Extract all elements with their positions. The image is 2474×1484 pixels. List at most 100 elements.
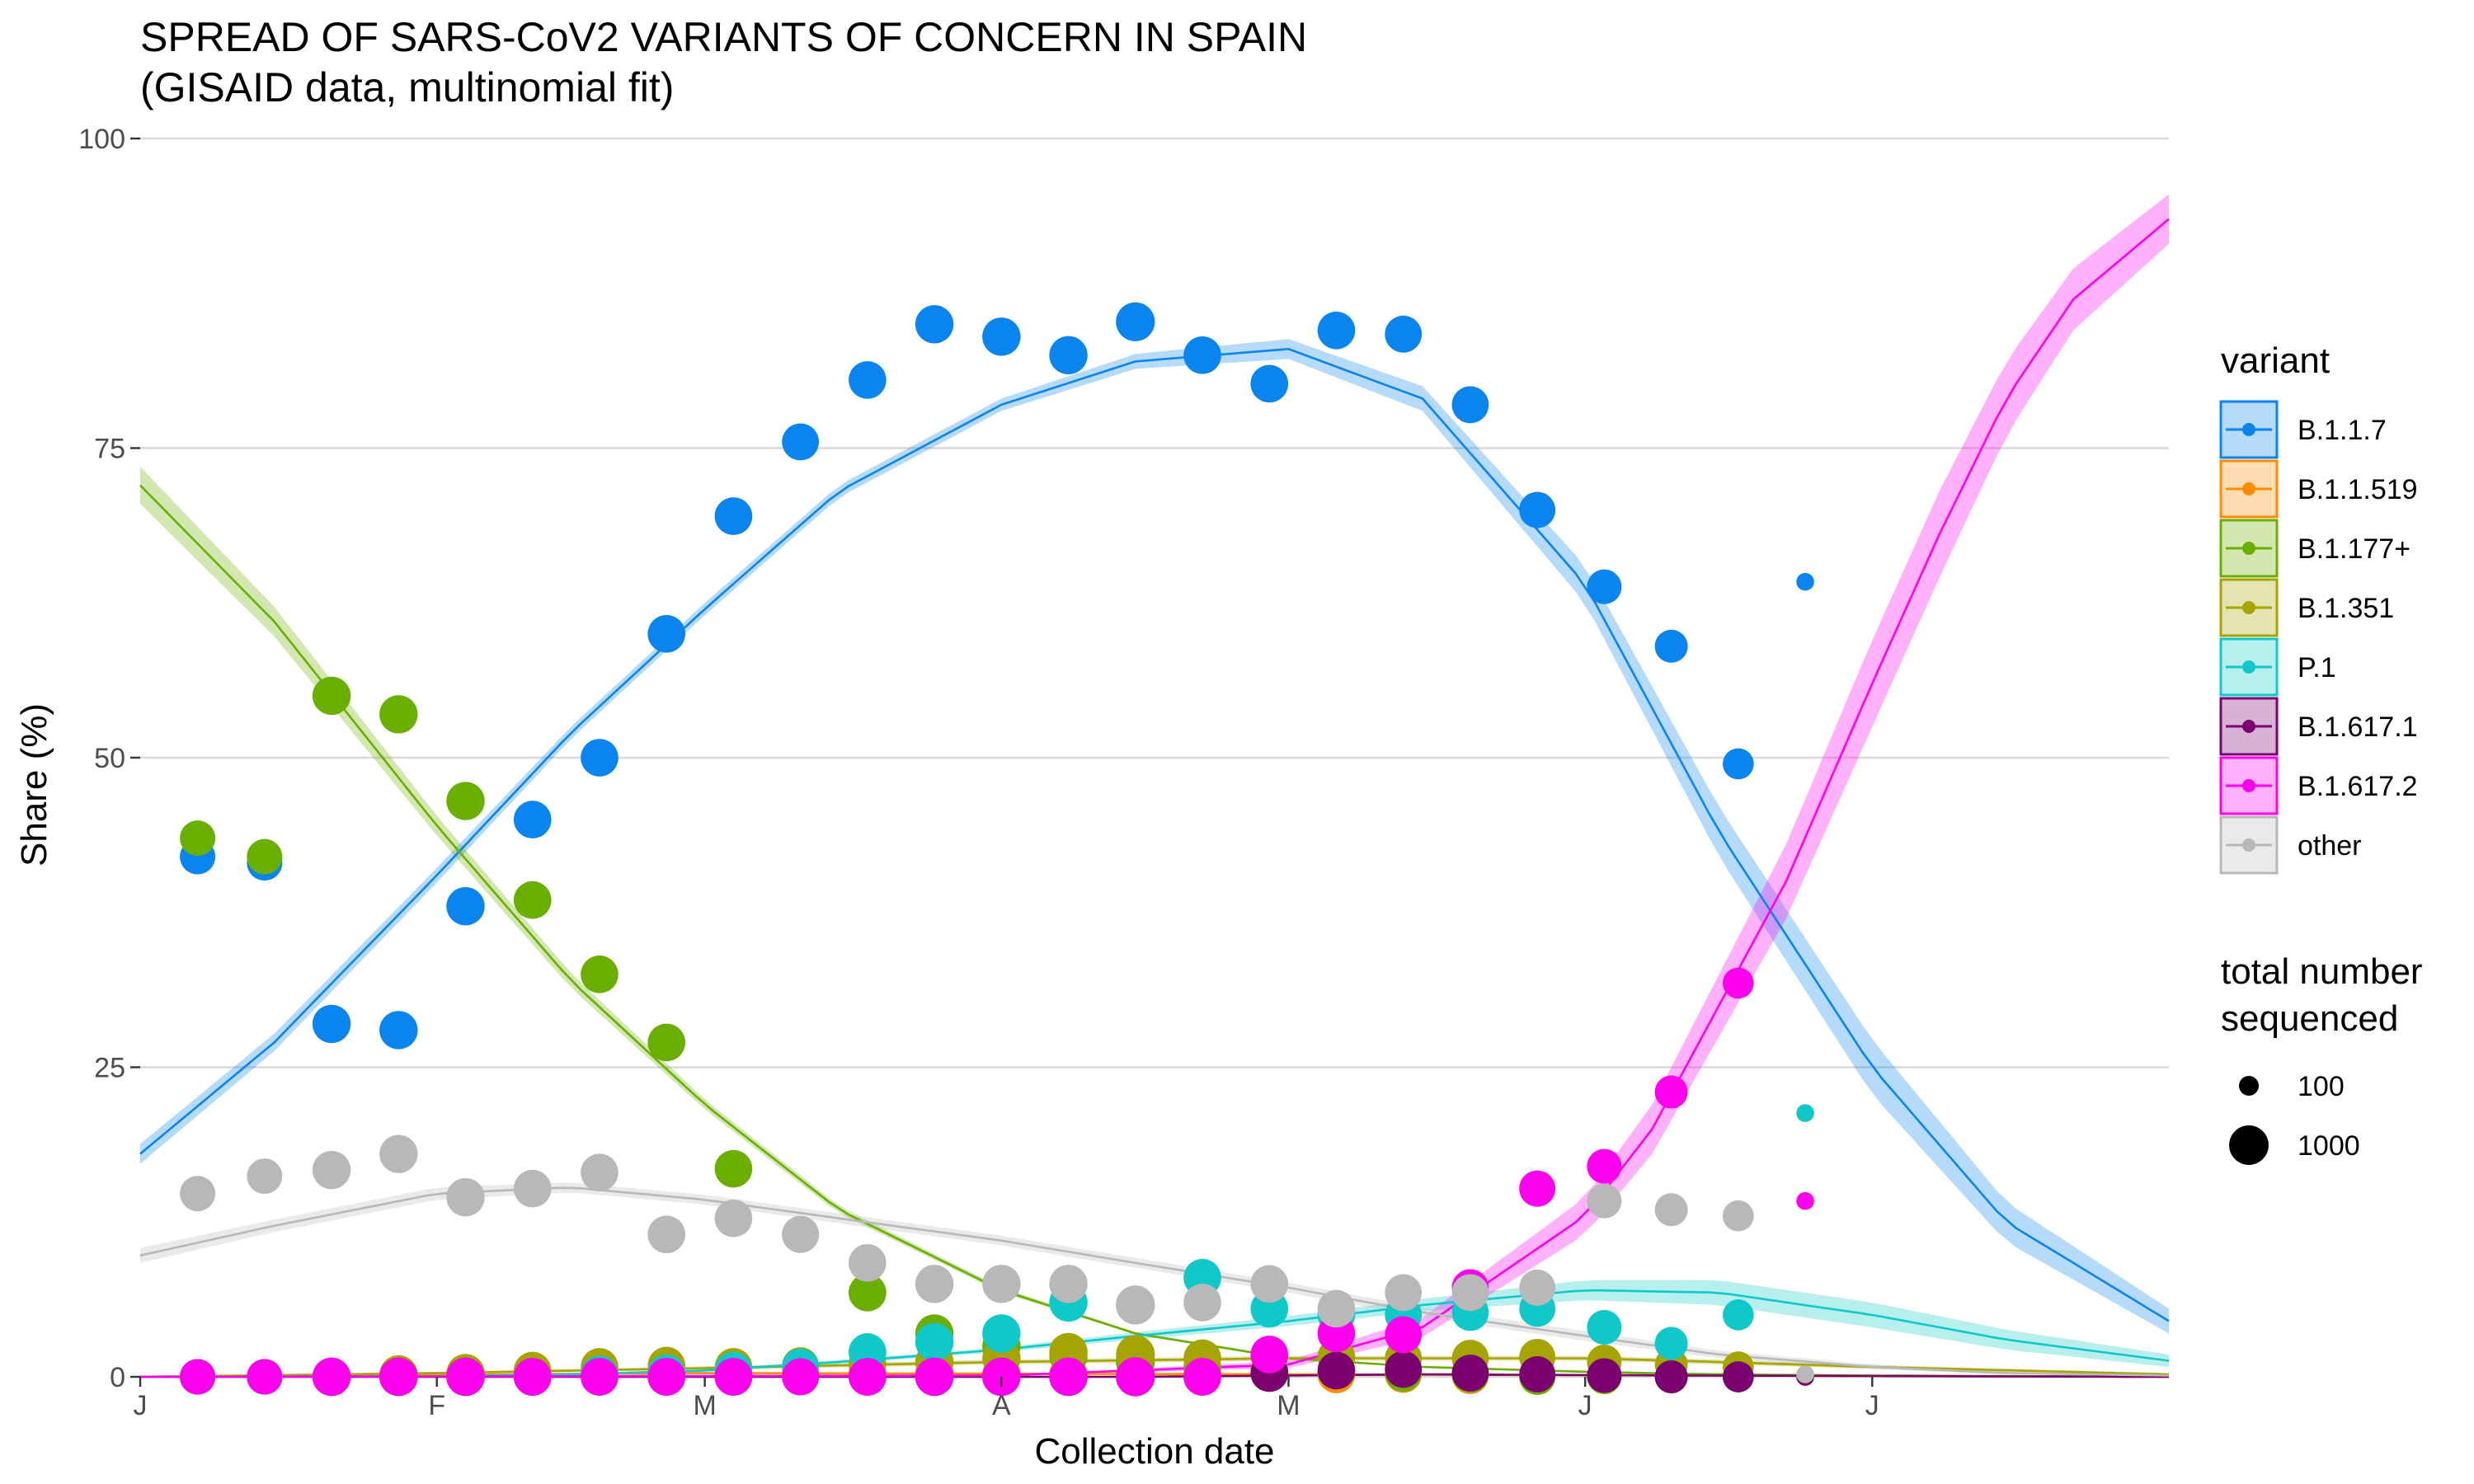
- point-other: [1654, 1193, 1688, 1227]
- point-B.1.617.1: [1722, 1361, 1754, 1392]
- legend-label-other: other: [2298, 830, 2362, 862]
- x-tick-label: M: [693, 1390, 716, 1421]
- point-other: [1317, 1289, 1356, 1328]
- legend-label-B.1.177+: B.1.177+: [2298, 533, 2411, 565]
- point-B.1.617.1: [1385, 1350, 1423, 1388]
- point-other: [1519, 1269, 1556, 1306]
- point-B.1.1.7: [915, 305, 954, 344]
- point-other: [1796, 1365, 1814, 1383]
- y-axis-title: Share (%): [14, 703, 54, 866]
- point-other: [581, 1153, 618, 1191]
- point-B.1.1.7: [1317, 312, 1356, 350]
- legend-key-dot-B.1.1.7: [2242, 423, 2255, 436]
- point-B.1.1.7: [1587, 569, 1622, 604]
- point-B.1.617.2: [849, 1358, 887, 1396]
- fit-ribbon-B.1.177+: [140, 467, 2169, 1377]
- size-legend-label: 1000: [2298, 1130, 2360, 1162]
- point-B.1.617.1: [1519, 1356, 1556, 1392]
- legend-label-B.1.1.519: B.1.1.519: [2298, 474, 2418, 505]
- point-B.1.1.7: [1385, 315, 1423, 353]
- fit-ribbons: [140, 194, 2169, 1378]
- point-B.1.617.2: [247, 1359, 283, 1395]
- point-B.1.617.2: [647, 1358, 686, 1396]
- point-B.1.1.7: [982, 317, 1021, 356]
- point-B.1.1.7: [312, 1004, 351, 1044]
- fit-lines: [139, 218, 2170, 1378]
- y-tick-label: 0: [110, 1362, 125, 1393]
- point-B.1.617.2: [180, 1359, 216, 1395]
- point-B.1.617.2: [782, 1358, 820, 1396]
- point-B.1.177+: [581, 956, 618, 993]
- size-legend-dot: [2239, 1076, 2259, 1096]
- point-other: [1385, 1274, 1423, 1312]
- point-B.1.617.2: [1654, 1075, 1688, 1109]
- point-B.1.177+: [647, 1023, 686, 1062]
- point-other: [1722, 1200, 1754, 1232]
- point-B.1.1.7: [581, 739, 618, 777]
- point-other: [1183, 1284, 1221, 1322]
- size-legend-dot: [2229, 1125, 2269, 1165]
- chart-title: SPREAD OF SARS-CoV2 VARIANTS OF CONCERN …: [140, 14, 1307, 60]
- point-B.1.617.1: [1317, 1351, 1356, 1390]
- legend-key-dot-P.1: [2242, 660, 2255, 674]
- axes: 0 25 50 75 100 J F M A M J J: [78, 124, 1879, 1421]
- x-tick-label: A: [992, 1390, 1011, 1421]
- point-B.1.1.7: [849, 361, 887, 399]
- size-legend-label: 100: [2298, 1071, 2345, 1102]
- y-tick-label: 25: [94, 1053, 125, 1084]
- point-B.1.1.7: [1722, 748, 1754, 780]
- legend-key-dot-B.1.351: [2242, 601, 2255, 614]
- point-B.1.1.7: [1049, 336, 1088, 375]
- y-tick-label: 50: [94, 743, 125, 774]
- point-B.1.1.7: [379, 1011, 418, 1050]
- x-tick-label: J: [134, 1390, 148, 1421]
- point-other: [782, 1215, 820, 1253]
- point-B.1.177+: [714, 1149, 753, 1188]
- point-other: [915, 1265, 954, 1303]
- point-B.1.177+: [513, 881, 552, 919]
- point-other: [1451, 1274, 1489, 1312]
- point-B.1.1.7: [1250, 364, 1289, 403]
- fit-line-other: [139, 1186, 2170, 1377]
- fit-line-B.1.1.7: [139, 347, 2170, 1322]
- size-legend-title-line-2: sequenced: [2221, 998, 2398, 1039]
- point-B.1.617.2: [1049, 1357, 1088, 1397]
- point-P.1: [1654, 1327, 1688, 1360]
- point-other: [379, 1134, 418, 1173]
- fit-line-B.1.617.2: [140, 218, 2170, 1378]
- point-other: [513, 1169, 552, 1208]
- point-B.1.617.1: [1451, 1355, 1489, 1392]
- fit-line-B.1.177+: [139, 484, 2170, 1378]
- fit-ribbon-other: [140, 1182, 2169, 1377]
- point-B.1.617.2: [513, 1358, 552, 1396]
- point-B.1.1.7: [1796, 572, 1814, 591]
- legend-title: variant: [2221, 340, 2330, 381]
- point-other: [1116, 1285, 1155, 1325]
- point-B.1.1.7: [1519, 491, 1556, 528]
- point-B.1.177+: [247, 838, 283, 875]
- point-B.1.617.2: [1250, 1336, 1289, 1374]
- point-other: [446, 1178, 485, 1217]
- point-B.1.617.2: [1183, 1358, 1221, 1396]
- legend-key-dot-B.1.617.2: [2242, 779, 2255, 792]
- point-other: [982, 1265, 1021, 1303]
- point-B.1.617.2: [379, 1357, 418, 1397]
- point-B.1.177+: [180, 820, 216, 857]
- point-B.1.1.7: [647, 614, 686, 653]
- point-other: [180, 1176, 216, 1212]
- legend-label-B.1.1.7: B.1.1.7: [2298, 415, 2387, 446]
- x-axis-title: Collection date: [1034, 1431, 1274, 1472]
- x-tick-label: F: [428, 1390, 445, 1421]
- point-other: [312, 1150, 351, 1190]
- point-other: [647, 1215, 686, 1254]
- x-tick-label: M: [1277, 1390, 1300, 1421]
- point-B.1.617.2: [1796, 1191, 1814, 1210]
- x-tick-label: J: [1865, 1390, 1879, 1421]
- point-B.1.1.7: [1451, 386, 1489, 424]
- point-B.1.617.2: [1116, 1357, 1155, 1397]
- point-P.1: [982, 1314, 1021, 1353]
- point-B.1.617.2: [1519, 1170, 1556, 1207]
- point-B.1.177+: [849, 1274, 887, 1312]
- point-B.1.617.2: [1587, 1148, 1622, 1184]
